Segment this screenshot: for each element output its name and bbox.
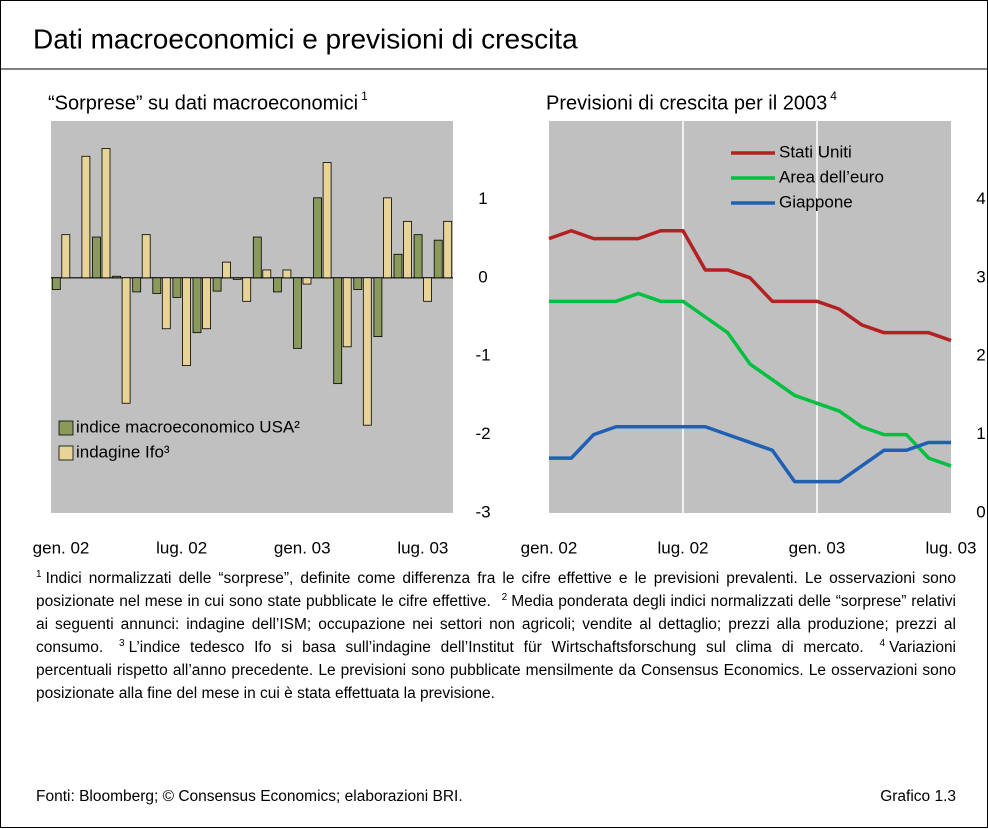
bar	[313, 197, 323, 279]
line	[548, 229, 952, 343]
bar	[172, 277, 182, 298]
bar	[192, 277, 202, 334]
y-tick-label: 4	[976, 189, 985, 208]
y-tick-label: -1	[475, 346, 490, 365]
x-tick-label: gen. 02	[33, 538, 90, 557]
bar	[141, 234, 151, 279]
bar	[393, 253, 403, 279]
legend-label: Giappone	[779, 192, 853, 211]
bar	[403, 220, 412, 279]
y-tick-label: 0	[478, 267, 487, 286]
x-tick-label: gen. 02	[521, 538, 578, 557]
bar	[373, 277, 383, 337]
footnote: 1 Indici normalizzati delle “sorprese”, d…	[36, 568, 956, 610]
legend-swatch	[58, 445, 74, 461]
line	[549, 291, 952, 468]
legend-label: indagine Ifo³	[76, 442, 170, 461]
footnote-number: 1	[36, 568, 42, 580]
bar	[92, 236, 101, 279]
y-tick-label: -3	[475, 502, 490, 521]
footnotes: 1 Indici normalizzati delle “sorprese”, d…	[36, 567, 956, 705]
bar	[443, 220, 453, 279]
y-tick-label: 1	[976, 424, 985, 443]
bar	[61, 234, 71, 279]
x-tick-label: gen. 03	[789, 538, 846, 557]
bar	[51, 277, 61, 290]
bar	[252, 236, 262, 279]
legend-label: Stati Uniti	[779, 142, 852, 161]
bar	[413, 234, 423, 279]
footnote: 2 Media ponderata degli indici normalizza…	[36, 591, 956, 656]
bar	[152, 277, 162, 294]
footnote-text: Indici normalizzati delle “sorprese”, de…	[36, 570, 956, 610]
x-tick-label: gen. 03	[274, 538, 331, 557]
footer: Fonti: Bloomberg; © Consensus Economics;…	[36, 788, 956, 806]
y-tick-label: 2	[976, 346, 985, 365]
y-tick-label: 1	[478, 189, 487, 208]
bar	[202, 277, 211, 330]
chart-title: Previsioni di crescita per il 2003	[546, 92, 827, 114]
line	[549, 425, 951, 484]
bar	[112, 275, 121, 279]
legend-swatch	[58, 420, 74, 436]
bar	[272, 277, 282, 293]
bar	[382, 197, 392, 279]
x-tick-label: lug. 03	[925, 538, 976, 557]
source: Fonti: Bloomberg; © Consensus Economics;…	[36, 788, 463, 805]
footnote-number: 2	[501, 591, 508, 603]
bar	[101, 148, 111, 279]
bar	[362, 277, 372, 426]
bar	[222, 261, 232, 279]
bar	[433, 239, 443, 279]
x-tick-label: lug. 02	[156, 538, 207, 557]
bar	[181, 277, 191, 367]
bar	[322, 162, 332, 279]
bar	[353, 277, 363, 290]
footnote-text: L’indice tedesco Ifo si basa sull’indagi…	[128, 639, 864, 656]
bar	[262, 269, 272, 279]
bar	[302, 277, 312, 285]
bar	[161, 277, 171, 330]
footnote-number: 4	[879, 637, 886, 649]
bar	[81, 155, 91, 279]
y-tick-label: 0	[976, 502, 985, 521]
title-note: 4	[830, 89, 837, 103]
bar	[242, 277, 252, 302]
footnote-text: Media ponderata degli indici normalizzat…	[36, 593, 956, 656]
legend-label: indice macroeconomico USA²	[76, 417, 300, 436]
x-tick-label: lug. 02	[657, 538, 708, 557]
figure-label: Grafico 1.3	[880, 788, 956, 805]
bar	[423, 277, 433, 302]
figure-title: Dati macroeconomici e previsioni di cres…	[33, 23, 578, 54]
footnote: 4 Variazioni percentuali rispetto all’ann…	[36, 637, 957, 702]
plot-area	[549, 121, 951, 513]
plot-area	[51, 121, 453, 513]
bar	[282, 269, 292, 279]
x-tick-label: lug. 03	[397, 538, 448, 557]
footnote-number: 3	[119, 637, 125, 649]
title-note: 1	[361, 89, 368, 103]
bar	[232, 277, 242, 280]
bar	[342, 277, 352, 348]
bar	[121, 277, 131, 404]
bar	[293, 277, 302, 349]
footnote-text: Variazioni percentuali rispetto all’anno…	[36, 639, 957, 702]
bar	[132, 277, 142, 293]
bar	[333, 277, 343, 385]
legend-label: Area dell’euro	[779, 167, 884, 186]
footnote: 3 L’indice tedesco Ifo si basa sull’indag…	[119, 637, 864, 656]
y-tick-label: 3	[976, 267, 985, 286]
chart-title: “Sorprese” su dati macroeconomici	[48, 92, 358, 114]
y-tick-label: -2	[475, 424, 490, 443]
bar	[212, 277, 222, 292]
